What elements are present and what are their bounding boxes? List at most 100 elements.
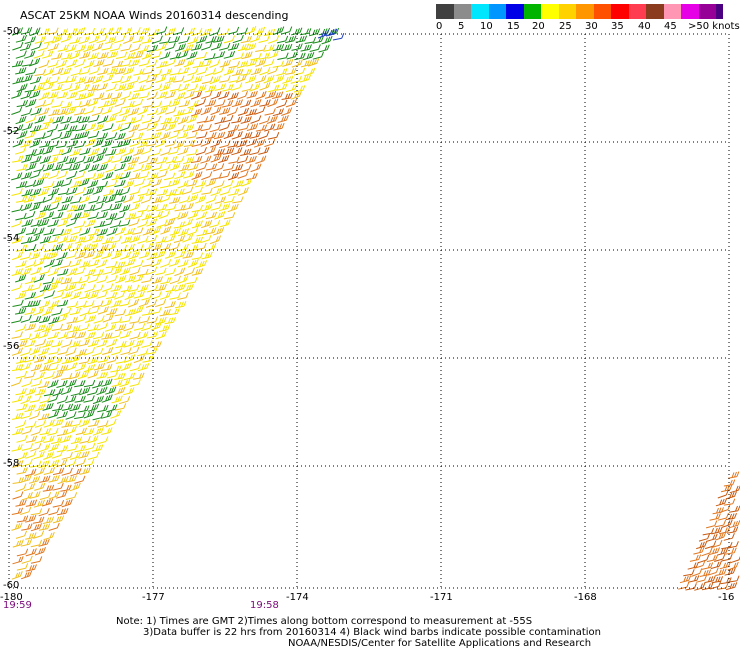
- wind-barb: [119, 171, 131, 180]
- wind-barb: [183, 27, 196, 36]
- wind-barb: [235, 74, 247, 83]
- wind-barb: [38, 59, 50, 69]
- wind-barb: [29, 251, 41, 260]
- wind-barb: [23, 195, 36, 203]
- wind-barb: [150, 131, 162, 140]
- wind-barb: [65, 156, 77, 164]
- wind-barb: [87, 451, 100, 460]
- wind-barb: [52, 418, 64, 427]
- wind-barb: [60, 260, 72, 269]
- wind-barb: [69, 83, 81, 92]
- wind-barb: [57, 284, 69, 293]
- legend-swatch: [593, 4, 611, 19]
- legend-swatch: [663, 4, 681, 19]
- wind-barb: [293, 67, 306, 76]
- wind-barb: [191, 171, 203, 180]
- wind-barb: [177, 259, 189, 268]
- wind-barb: [48, 170, 60, 180]
- wind-barb: [61, 339, 73, 348]
- wind-barb: [30, 363, 42, 372]
- wind-barb: [710, 581, 722, 590]
- wind-barb: [191, 124, 204, 133]
- wind-barb: [273, 26, 285, 35]
- wind-barb: [245, 108, 257, 117]
- wind-barb: [300, 59, 313, 68]
- wind-barb: [186, 179, 198, 187]
- wind-barb: [165, 106, 177, 115]
- wind-barb: [129, 379, 141, 387]
- wind-barb: [25, 387, 37, 396]
- wind-barb: [43, 67, 55, 76]
- wind-barb: [74, 140, 86, 149]
- wind-barb: [11, 172, 23, 181]
- wind-barb: [24, 210, 36, 220]
- wind-barb: [716, 547, 729, 556]
- wind-barb: [60, 34, 73, 43]
- wind-barb: [236, 60, 249, 69]
- wind-barb: [138, 91, 150, 99]
- wind-barb: [168, 116, 180, 124]
- wind-barb: [240, 68, 252, 76]
- wind-barb: [213, 35, 225, 43]
- wind-barb: [101, 332, 113, 340]
- wind-barb: [183, 267, 195, 277]
- wind-barb: [34, 99, 46, 109]
- wind-barb: [253, 139, 266, 148]
- wind-barb: [712, 507, 724, 515]
- wind-barb: [74, 458, 87, 467]
- wind-barb: [231, 116, 243, 124]
- wind-barb: [106, 307, 118, 316]
- wind-barb: [61, 467, 73, 476]
- wind-barb: [291, 27, 303, 36]
- wind-barb: [177, 115, 189, 125]
- wind-barb: [200, 123, 212, 132]
- wind-barb: [42, 50, 54, 59]
- wind-barb: [228, 60, 240, 69]
- wind-barb: [678, 581, 690, 590]
- wind-barb: [70, 388, 83, 397]
- wind-barb: [304, 36, 317, 44]
- wind-barb: [84, 122, 96, 132]
- wind-barb: [169, 227, 181, 236]
- wind-barb: [146, 347, 158, 355]
- wind-barb: [264, 108, 276, 116]
- wind-barb: [158, 210, 170, 219]
- wind-barb: [20, 347, 32, 356]
- wind-barb: [43, 371, 55, 380]
- wind-barb: [141, 322, 153, 332]
- wind-barb: [208, 219, 221, 228]
- wind-barb: [51, 450, 64, 459]
- wind-barb: [200, 59, 212, 67]
- wind-barb: [191, 27, 203, 37]
- wind-barb: [160, 226, 172, 235]
- wind-barb: [128, 346, 140, 355]
- wind-barb: [33, 243, 45, 253]
- wind-barb: [12, 491, 24, 500]
- wind-barb: [123, 66, 135, 75]
- wind-barb: [155, 267, 167, 276]
- legend-label: 20: [532, 21, 545, 32]
- wind-barb: [140, 195, 153, 204]
- wind-barb: [128, 284, 140, 292]
- wind-barb: [74, 93, 87, 101]
- wind-barb: [156, 106, 168, 116]
- wind-barb: [55, 490, 68, 499]
- wind-barb: [52, 467, 65, 476]
- wind-barb: [101, 204, 113, 212]
- legend-label: 5: [458, 21, 465, 32]
- wind-barb: [711, 539, 723, 549]
- wind-barb: [249, 34, 262, 43]
- wind-barb: [249, 131, 261, 139]
- wind-barb: [106, 227, 118, 236]
- wind-barb: [105, 386, 117, 395]
- wind-barb: [698, 554, 710, 564]
- wind-barb: [106, 98, 118, 107]
- wind-barb: [109, 43, 122, 52]
- wind-barb: [92, 300, 104, 308]
- wind-barb: [51, 67, 64, 76]
- wind-barb: [719, 504, 731, 513]
- wind-barb: [97, 100, 110, 109]
- wind-barb: [159, 83, 171, 92]
- wind-barb: [25, 67, 37, 76]
- wind-barb: [138, 58, 151, 67]
